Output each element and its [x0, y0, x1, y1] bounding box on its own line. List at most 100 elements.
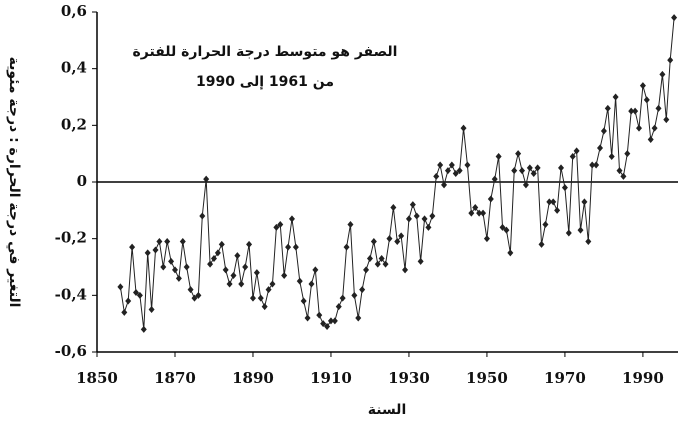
point [168, 257, 175, 265]
x-tick-label: 1910 [310, 369, 352, 387]
point [522, 181, 529, 189]
series-line [119, 17, 675, 330]
point [444, 167, 451, 175]
y-axis-label: التغير في درجة الحرارة : درجة مئوية [6, 57, 22, 308]
point [370, 238, 377, 245]
point [643, 96, 650, 104]
point [460, 124, 467, 132]
point [288, 215, 295, 223]
y-tick-label: -0,2 [55, 229, 87, 247]
point [655, 104, 662, 112]
y-tick-label: -0,4 [55, 285, 87, 303]
point [421, 215, 428, 223]
point [608, 153, 615, 160]
point [175, 274, 182, 282]
point [413, 212, 420, 220]
point [144, 249, 151, 257]
point [671, 14, 678, 22]
point [597, 144, 604, 152]
point [222, 266, 229, 274]
point [230, 272, 237, 279]
x-axis-label: السنة [368, 402, 407, 418]
point [378, 255, 385, 262]
point [511, 167, 518, 175]
point [316, 311, 323, 319]
x-tick-label: 1990 [622, 369, 664, 387]
point [343, 243, 350, 251]
point [487, 195, 494, 203]
point [425, 223, 432, 231]
point [257, 294, 264, 302]
point [152, 246, 159, 254]
point [246, 240, 253, 248]
point [616, 167, 623, 175]
point [441, 181, 448, 189]
point [593, 161, 600, 169]
point [261, 303, 268, 311]
y-tick-label: -0,6 [55, 342, 87, 360]
point [327, 317, 334, 325]
point [585, 238, 592, 245]
point [136, 291, 143, 299]
point [320, 320, 327, 328]
point [117, 283, 124, 291]
point [355, 314, 362, 322]
point [339, 294, 346, 302]
point [503, 226, 510, 234]
point [203, 175, 210, 183]
y-tick-label: 0,6 [61, 2, 87, 20]
point [390, 204, 397, 211]
point [554, 206, 561, 214]
point [577, 226, 584, 234]
point [437, 161, 444, 169]
y-tick-label: 0,4 [61, 59, 87, 77]
point [226, 280, 233, 288]
point [140, 325, 147, 333]
point [624, 150, 631, 158]
point [480, 209, 487, 217]
point [281, 272, 288, 279]
point [191, 294, 198, 302]
point [148, 306, 155, 313]
point [179, 238, 186, 245]
chart-title: الصفر هو متوسط درجة الحرارة للفترة [133, 44, 398, 60]
point [499, 223, 506, 231]
point [164, 238, 171, 245]
point [308, 280, 315, 288]
x-tick-label: 1970 [544, 369, 586, 387]
point [667, 56, 674, 64]
point [639, 82, 646, 90]
point [386, 235, 393, 243]
point [456, 167, 463, 175]
point [160, 263, 167, 271]
point [628, 107, 635, 115]
point [452, 170, 459, 177]
point [468, 209, 475, 217]
point [171, 266, 178, 274]
point [363, 266, 370, 274]
point [581, 198, 588, 206]
point [495, 153, 502, 160]
point [647, 136, 654, 143]
point [565, 229, 572, 237]
point [273, 223, 280, 231]
point [210, 255, 217, 262]
point [242, 263, 249, 271]
point [483, 235, 490, 243]
point [218, 240, 225, 248]
point [253, 269, 260, 277]
point [121, 308, 128, 316]
point [515, 150, 522, 158]
point [187, 286, 194, 294]
point [331, 317, 338, 325]
point [366, 255, 373, 262]
point [292, 243, 299, 251]
point [199, 212, 206, 220]
y-tick-label: 0,2 [61, 115, 87, 133]
point [129, 243, 136, 251]
x-tick-label: 1850 [76, 369, 118, 387]
point [604, 104, 611, 112]
point [382, 260, 389, 268]
point [620, 172, 627, 180]
